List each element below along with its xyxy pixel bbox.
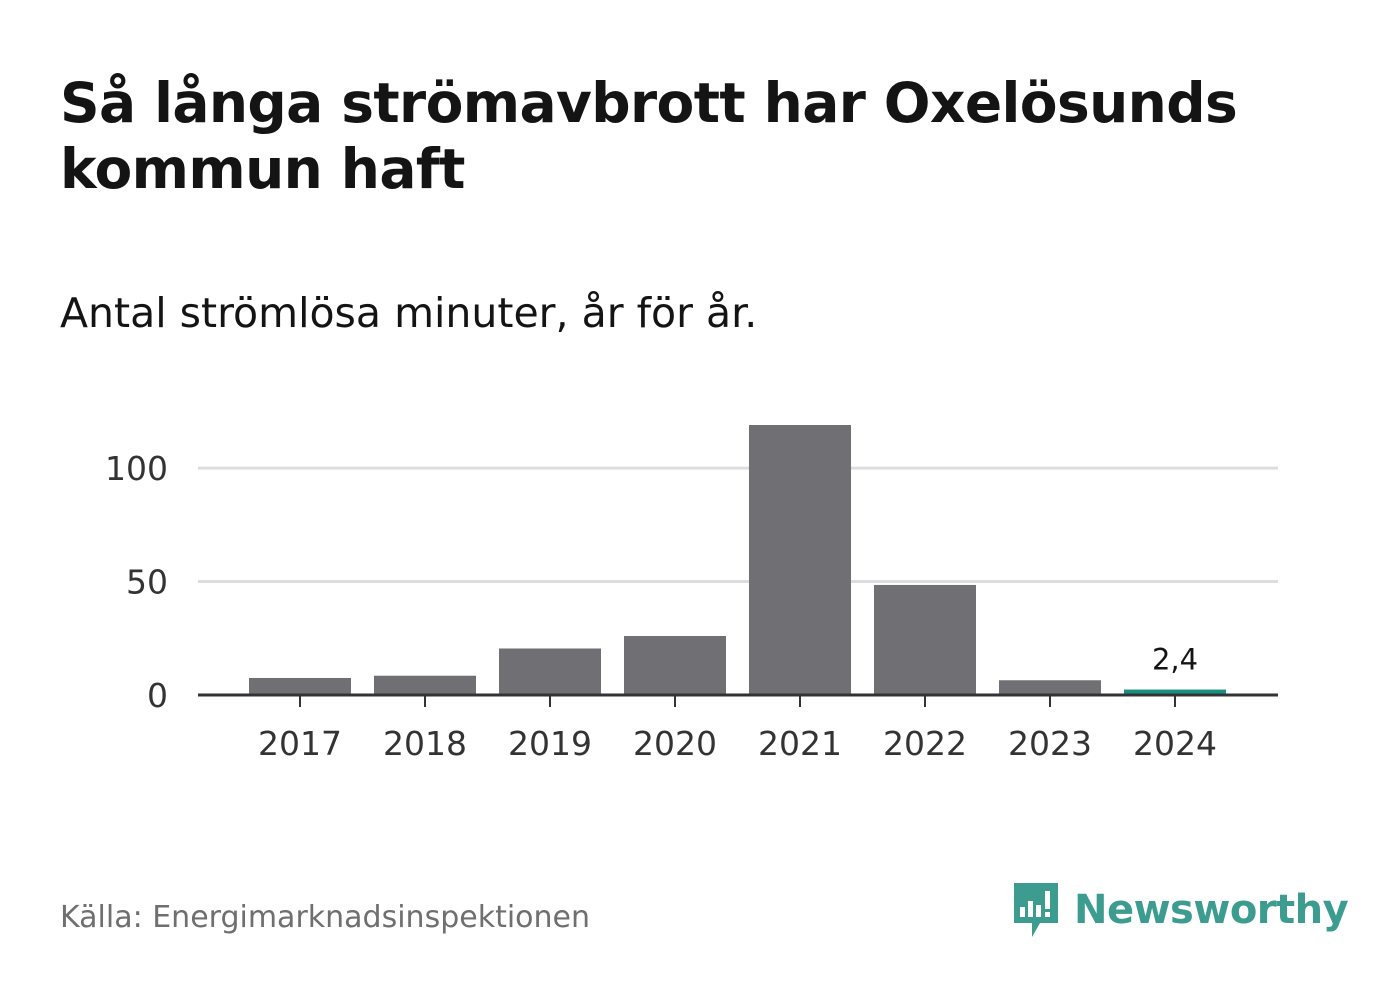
x-tick-label: 2017 (258, 724, 342, 763)
bar-2018 (374, 675, 476, 695)
brand-name: Newsworthy (1074, 887, 1349, 933)
brand-logo: Newsworthy (1010, 878, 1349, 942)
source-note: Källa: Energimarknadsinspektionen (60, 900, 591, 935)
bar-2017 (249, 677, 351, 695)
x-tick-label: 2023 (1008, 724, 1092, 763)
bar-2022 (874, 584, 976, 695)
bar-chart: 0 50 100 2017 2018 2019 2020 2021 2022 2023 2024 2,… (105, 425, 1278, 763)
newsworthy-logo-icon (1014, 883, 1058, 937)
x-tick-label: 2024 (1133, 724, 1217, 763)
data-label: 2,4 (1152, 643, 1198, 677)
bar-2020 (624, 636, 726, 695)
y-tick-label: 0 (147, 676, 168, 715)
bar-2021 (749, 425, 851, 695)
x-tick-label: 2018 (383, 724, 467, 763)
y-tick-label: 50 (126, 563, 168, 602)
bar-2019 (499, 648, 601, 695)
bar-2024 (1124, 689, 1226, 695)
x-tick-label: 2022 (883, 724, 967, 763)
bar-2023 (999, 680, 1101, 695)
chart-subtitle: Antal strömlösa minuter, år för år. (60, 289, 758, 337)
y-tick-label: 100 (105, 449, 168, 488)
x-tick-label: 2021 (758, 724, 842, 763)
x-tick-label: 2020 (633, 724, 717, 763)
x-tick-label: 2019 (508, 724, 592, 763)
chart-title: Så långa strömavbrott har Oxelösunds kom… (60, 71, 1238, 201)
